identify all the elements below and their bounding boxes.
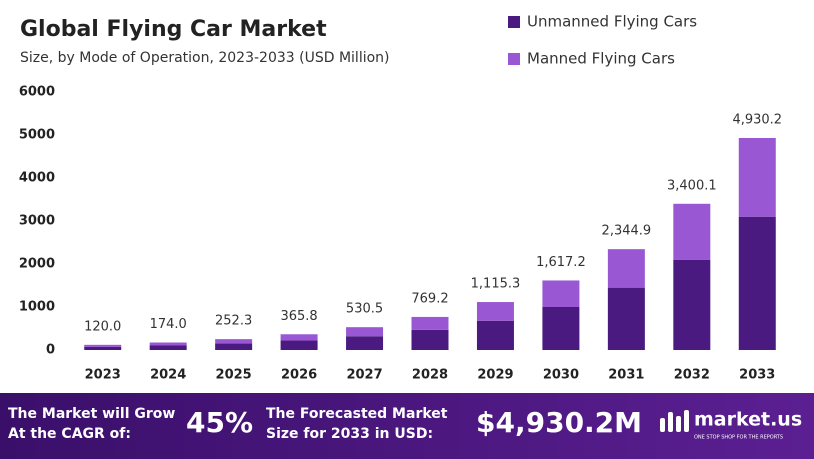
forecast-text: The Forecasted Market (266, 406, 448, 422)
total-label: 2,344.9 (602, 224, 652, 239)
forecast-value: $4,930.2M (476, 406, 642, 439)
x-tick-label: 2023 (85, 368, 121, 383)
total-label: 174.0 (150, 317, 187, 332)
y-tick-label: 4000 (19, 171, 55, 186)
legend: Unmanned Flying Cars Manned Flying Cars (508, 13, 697, 68)
bar-segment (346, 327, 384, 337)
x-tick-label: 2028 (412, 368, 448, 383)
legend-swatch (508, 16, 520, 28)
forecast-text: Size for 2033 in USD: (266, 426, 433, 442)
total-label: 3,400.1 (667, 178, 717, 193)
total-label: 365.8 (280, 309, 317, 324)
chart-subtitle: Size, by Mode of Operation, 2023-2033 (U… (20, 50, 390, 66)
bar-segment (149, 342, 187, 346)
y-tick-label: 0 (46, 343, 55, 358)
bar-segment (738, 216, 776, 350)
bar-segment (542, 280, 580, 307)
total-label: 120.0 (84, 319, 121, 334)
x-tick-label: 2024 (150, 368, 186, 383)
bar-segment (476, 302, 514, 321)
y-tick-label: 3000 (19, 214, 55, 229)
y-tick-label: 2000 (19, 257, 55, 272)
x-tick-label: 2032 (674, 368, 710, 383)
total-label: 1,115.3 (471, 277, 521, 292)
bar-segment (673, 203, 711, 260)
bar-segment (673, 259, 711, 350)
bar-segment (215, 339, 253, 344)
total-label: 4,930.2 (732, 113, 782, 128)
bar-segment (411, 316, 449, 330)
y-tick-label: 5000 (19, 128, 55, 143)
legend-label: Unmanned Flying Cars (527, 13, 697, 31)
bar-segment (215, 343, 253, 350)
x-tick-label: 2031 (608, 368, 644, 383)
total-label: 1,617.2 (536, 255, 586, 270)
bar-segment (607, 287, 645, 350)
cagr-value: 45% (186, 406, 253, 439)
x-tick-label: 2026 (281, 368, 317, 383)
total-label: 252.3 (215, 314, 252, 329)
bar-segment (280, 334, 318, 341)
bar-segment (607, 249, 645, 288)
y-tick-label: 1000 (19, 300, 55, 315)
bar-segment (84, 346, 122, 350)
x-tick-label: 2030 (543, 368, 579, 383)
cagr-text: At the CAGR of: (8, 426, 131, 442)
x-tick-label: 2027 (346, 368, 382, 383)
brand-name: market.us (694, 409, 802, 431)
x-tick-label: 2033 (739, 368, 775, 383)
brand-tagline: ONE STOP SHOP FOR THE REPORTS (694, 435, 783, 441)
total-label: 769.2 (411, 291, 448, 306)
legend-label: Manned Flying Cars (527, 50, 675, 68)
x-tick-label: 2025 (216, 368, 252, 383)
bar-segment (476, 320, 514, 350)
bar-segment (280, 340, 318, 350)
brand-logo (660, 410, 689, 432)
chart-title: Global Flying Car Market (20, 17, 327, 42)
bar-segment (542, 307, 580, 350)
bar-segment (84, 344, 122, 347)
bar-segment (346, 336, 384, 350)
cagr-text: The Market will Grow (8, 406, 175, 422)
legend-swatch (508, 53, 520, 65)
bar-segment (411, 329, 449, 350)
y-tick-label: 6000 (19, 85, 55, 100)
bar-segment (149, 345, 187, 350)
total-label: 530.5 (346, 302, 383, 317)
bar-segment (738, 138, 776, 217)
x-tick-label: 2029 (477, 368, 513, 383)
